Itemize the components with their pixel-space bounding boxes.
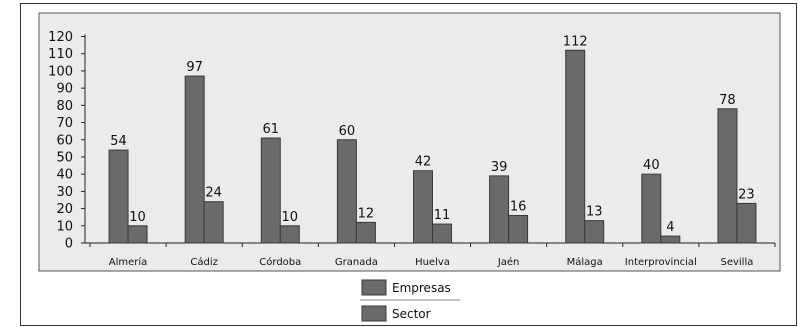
x-tick-label: Interprovincial bbox=[625, 257, 697, 268]
bar-sector bbox=[203, 201, 224, 244]
x-tick-label: Sevilla bbox=[720, 257, 753, 268]
bar-empresas bbox=[108, 149, 129, 244]
data-label: 13 bbox=[586, 205, 603, 220]
data-labels: 54 10 97 24 61 10 60 12 42 11 39 16 112 13 40 4 78 23 bbox=[110, 34, 754, 235]
data-label: 61 bbox=[263, 122, 280, 137]
x-tick-label: Huelva bbox=[415, 257, 450, 268]
bar-sector bbox=[584, 220, 605, 244]
data-label: 39 bbox=[491, 160, 508, 175]
x-tick-label: Almería bbox=[109, 256, 148, 268]
y-tick-label: 70 bbox=[56, 116, 73, 131]
bar-sector bbox=[127, 225, 148, 244]
data-label: 112 bbox=[563, 34, 588, 49]
y-tick-label: 50 bbox=[56, 150, 73, 165]
bar-sector bbox=[508, 214, 529, 244]
x-tick-label: Cádiz bbox=[190, 256, 218, 268]
data-label: 12 bbox=[358, 206, 375, 221]
data-label: 40 bbox=[643, 158, 660, 173]
data-label: 23 bbox=[738, 187, 755, 202]
y-tick-label: 100 bbox=[48, 64, 73, 79]
bar-sector bbox=[432, 223, 452, 244]
bar-empresas bbox=[260, 137, 281, 244]
y-tick-label: 80 bbox=[56, 99, 73, 114]
x-tick-label: Jaén bbox=[497, 256, 520, 268]
data-label: 16 bbox=[510, 199, 527, 214]
data-label: 42 bbox=[415, 155, 432, 170]
bar-empresas bbox=[489, 175, 510, 244]
bar-sector bbox=[279, 225, 300, 244]
bars bbox=[108, 49, 757, 244]
data-label: 11 bbox=[434, 208, 451, 223]
y-tick-label: 90 bbox=[56, 82, 73, 97]
y-tick-label: 40 bbox=[56, 168, 73, 183]
data-label: 4 bbox=[666, 220, 674, 235]
bar-empresas bbox=[413, 170, 433, 244]
legend-label: Empresas bbox=[392, 281, 451, 295]
data-label: 24 bbox=[205, 186, 222, 201]
legend-swatch bbox=[361, 305, 387, 322]
data-label: 10 bbox=[129, 210, 146, 225]
bar-empresas bbox=[336, 139, 357, 244]
bar-empresas bbox=[717, 108, 738, 244]
legend: Empresas Sector bbox=[360, 279, 460, 322]
bar-empresas bbox=[184, 75, 205, 244]
bar-sector bbox=[736, 202, 757, 244]
y-tick-label: 20 bbox=[56, 202, 73, 217]
y-tick-label: 60 bbox=[56, 133, 73, 148]
x-tick-label: Málaga bbox=[567, 256, 603, 268]
legend-label: Sector bbox=[392, 307, 431, 321]
data-label: 97 bbox=[186, 60, 203, 75]
data-label: 60 bbox=[339, 124, 356, 139]
y-tick-label: 10 bbox=[56, 219, 73, 234]
y-tick-label: 30 bbox=[56, 185, 73, 200]
bar-sector bbox=[355, 221, 376, 244]
x-tick-label: Granada bbox=[335, 257, 378, 268]
bar-empresas bbox=[641, 173, 662, 244]
data-label: 54 bbox=[110, 134, 127, 149]
y-tick-label: 120 bbox=[48, 30, 73, 45]
bar-sector bbox=[660, 235, 681, 244]
legend-swatch bbox=[361, 279, 387, 296]
x-tick-label: Córdoba bbox=[259, 256, 301, 268]
data-label: 10 bbox=[282, 210, 299, 225]
y-tick-label: 110 bbox=[48, 47, 73, 62]
bar-empresas bbox=[565, 49, 586, 244]
y-tick-label: 0 bbox=[65, 237, 73, 252]
data-label: 78 bbox=[719, 93, 736, 108]
